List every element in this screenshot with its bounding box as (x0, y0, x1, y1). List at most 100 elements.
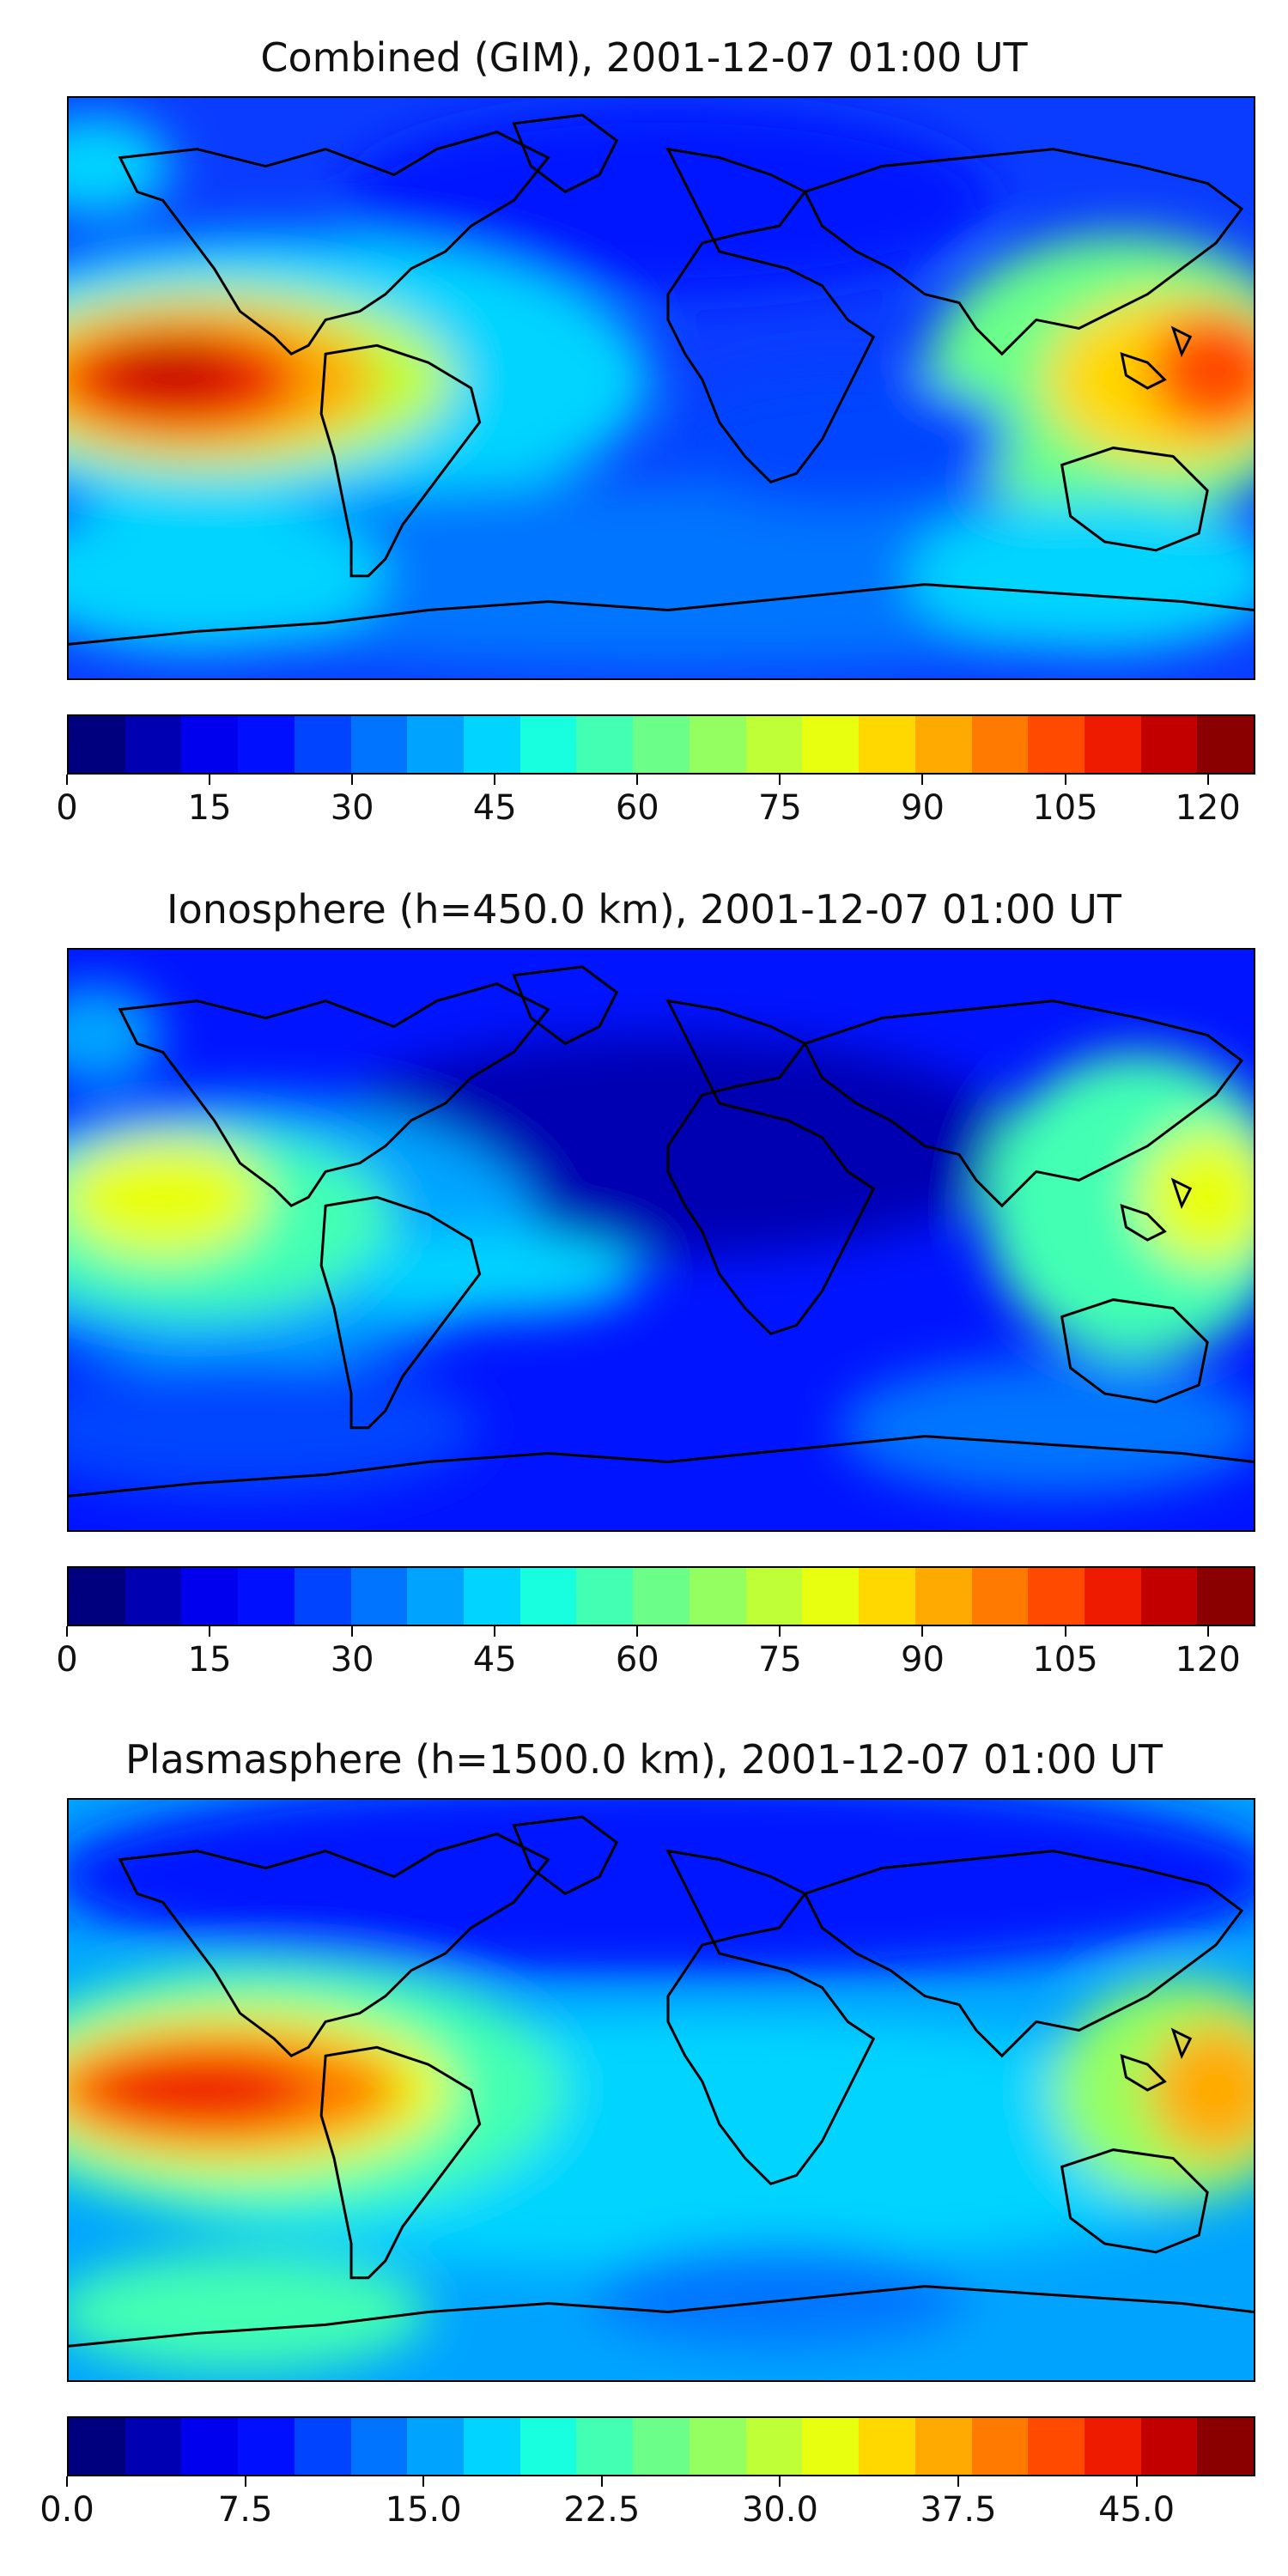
tick-mark (779, 775, 781, 785)
tick-label: 105 (1032, 1640, 1098, 1680)
colorbar-segment (125, 1568, 182, 1625)
tick-mark (209, 775, 211, 785)
tick-label: 0 (56, 788, 78, 828)
colorbar-segment (125, 716, 182, 773)
colorbar-segment (350, 1568, 408, 1625)
tick-mark (351, 1626, 354, 1637)
tick-mark (1064, 775, 1066, 785)
colorbar-segment (971, 2418, 1029, 2475)
panel-2-title: Ionosphere (h=450.0 km), 2001-12-07 01:0… (167, 886, 1121, 933)
colorbar-segment (1084, 1568, 1141, 1625)
colorbar-segment (125, 2418, 182, 2475)
colorbar-segment (1197, 1568, 1255, 1625)
tick-label: 90 (901, 788, 945, 828)
colorbar-segment (689, 716, 746, 773)
tick-label: 45 (472, 788, 517, 828)
map-panel-ionosphere (67, 948, 1255, 1532)
tick-label: 45.0 (1098, 2490, 1176, 2530)
colorbar-ticks-plasmasphere: 0.0 7.5 15.0 22.5 30.0 37.5 45.0 (39, 2476, 1255, 2530)
colorbar-segment (519, 2418, 577, 2475)
colorbar-segment (69, 2418, 125, 2475)
tick-label: 105 (1032, 788, 1098, 828)
colorbar-segment (633, 1568, 690, 1625)
tick-label: 30.0 (741, 2490, 818, 2530)
colorbar-segment (519, 1568, 577, 1625)
colorbar-segment (859, 2418, 915, 2475)
colorbar-segment (971, 716, 1029, 773)
colorbar-plasmasphere (67, 2416, 1255, 2476)
tick-mark (779, 1626, 781, 1637)
colorbar-segment (238, 2418, 295, 2475)
colorbar-segment (971, 1568, 1029, 1625)
colorbar-ticks-ionosphere: 0 15 30 45 60 75 90 105 120 (56, 1626, 1255, 1680)
tick-mark (1135, 2476, 1138, 2487)
colorbar-segment (464, 1568, 520, 1625)
tick-label: 37.5 (920, 2490, 997, 2530)
tick-mark (1206, 775, 1209, 785)
colorbar-segment (464, 716, 520, 773)
tick-label: 120 (1175, 1640, 1241, 1680)
map-panel-plasmasphere (67, 1798, 1255, 2382)
map-panel-gim (67, 96, 1255, 680)
tick-label: 15 (187, 1640, 232, 1680)
tick-mark (921, 775, 924, 785)
tick-label: 7.5 (217, 2490, 273, 2530)
colorbar-segment (633, 2418, 690, 2475)
tick-mark (66, 775, 68, 785)
colorbar-segment (350, 716, 408, 773)
tick-mark (244, 2476, 246, 2487)
colorbar-segment (1028, 1568, 1084, 1625)
colorbar-segment (407, 2418, 465, 2475)
colorbar-segment (633, 716, 690, 773)
colorbar-segment (294, 2418, 351, 2475)
tick-mark (351, 775, 354, 785)
colorbar-segment (238, 716, 295, 773)
tick-mark (921, 1626, 924, 1637)
tick-label: 60 (615, 788, 659, 828)
colorbar-segment (294, 716, 351, 773)
colorbar-segment (802, 716, 860, 773)
colorbar-segment (802, 2418, 860, 2475)
tick-label: 0 (56, 1640, 78, 1680)
colorbar-segment (576, 2418, 634, 2475)
colorbar-segment (859, 716, 915, 773)
tick-mark (422, 2476, 425, 2487)
colorbar-segment (1140, 1568, 1198, 1625)
colorbar-segment (294, 1568, 351, 1625)
tick-label: 22.5 (563, 2490, 641, 2530)
colorbar-segment (1028, 2418, 1084, 2475)
colorbar-segment (576, 1568, 634, 1625)
colorbar-segment (745, 716, 803, 773)
colorbar-segment (69, 1568, 125, 1625)
tick-mark (1206, 1626, 1209, 1637)
panel-1-title: Combined (GIM), 2001-12-07 01:00 UT (260, 34, 1028, 81)
colorbar-segment (181, 2418, 239, 2475)
colorbar-segment (1028, 716, 1084, 773)
colorbar-segment (914, 716, 972, 773)
colorbar-segment (576, 716, 634, 773)
gim-map-svg (69, 98, 1254, 678)
colorbar-segment (181, 1568, 239, 1625)
colorbar-ionosphere (67, 1566, 1255, 1626)
tick-mark (66, 2476, 68, 2487)
colorbar-segment (1140, 716, 1198, 773)
tick-label: 120 (1175, 788, 1241, 828)
colorbar-ticks-gim: 0 15 30 45 60 75 90 105 120 (56, 775, 1255, 828)
colorbar-segment (802, 1568, 860, 1625)
tick-label: 30 (330, 788, 374, 828)
tick-mark (66, 1626, 68, 1637)
tick-label: 0.0 (39, 2490, 94, 2530)
tick-mark (1064, 1626, 1066, 1637)
colorbar-gim (67, 714, 1255, 775)
colorbar-segment (181, 716, 239, 773)
tick-mark (494, 1626, 496, 1637)
colorbar-segment (407, 1568, 465, 1625)
tick-mark (636, 1626, 639, 1637)
colorbar-segment (745, 1568, 803, 1625)
tick-label: 45 (472, 1640, 517, 1680)
colorbar-segment (407, 716, 465, 773)
plasmasphere-map-svg (69, 1800, 1254, 2380)
colorbar-segment (1140, 2418, 1198, 2475)
ionosphere-map-svg (69, 950, 1254, 1530)
colorbar-segment (1084, 716, 1141, 773)
